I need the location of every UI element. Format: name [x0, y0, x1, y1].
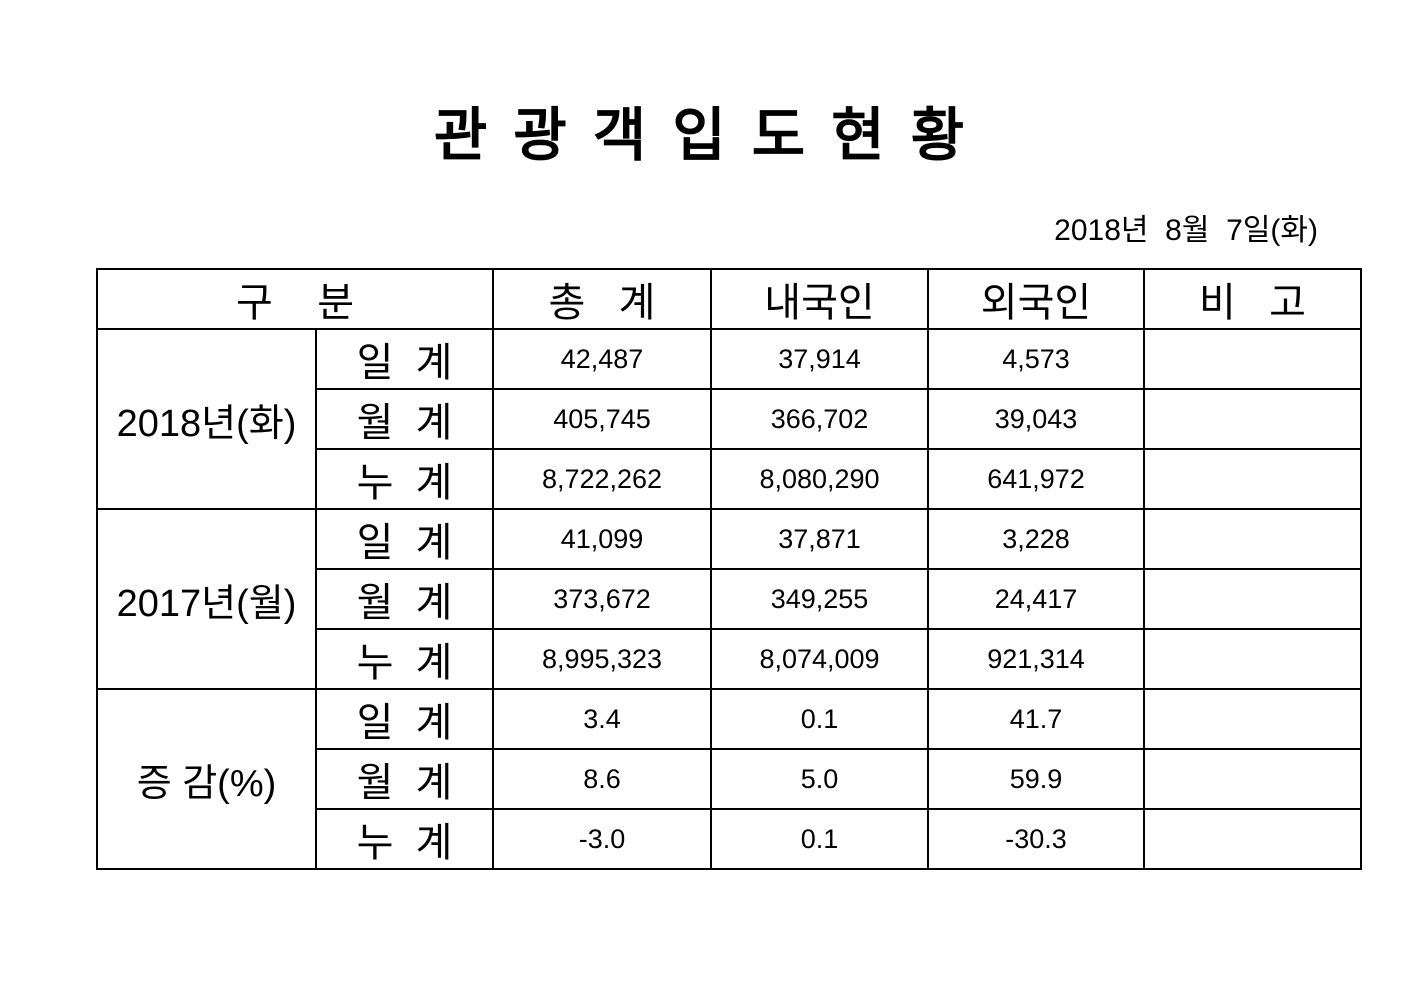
domestic-cell: 5.0 [710, 748, 929, 810]
remarks-cell [1143, 568, 1362, 630]
table-row: 누 계 -3.0 0.1 -30.3 [97, 808, 1362, 870]
domestic-cell: 366,702 [710, 388, 929, 450]
remarks-cell [1143, 388, 1362, 450]
table-row: 2018년(화) 일 계 42,487 37,914 4,573 [96, 328, 1362, 510]
table-row: 월 계 373,672 349,255 24,417 [97, 568, 1362, 630]
table-row: 월 계 405,745 366,702 39,043 [97, 388, 1362, 450]
foreign-cell: -30.3 [927, 808, 1145, 870]
group-label-2017: 2017년(월) [96, 508, 317, 690]
tourist-arrival-table: 구 분 총 계 내국인 외국인 비 고 2018년(화) 일 계 42,487 … [96, 268, 1362, 870]
header-remarks: 비 고 [1143, 268, 1362, 330]
table-row: 월 계 8.6 5.0 59.9 [97, 748, 1362, 810]
row-label-monthly: 월 계 [315, 748, 494, 810]
remarks-cell [1143, 688, 1362, 750]
domestic-cell: 37,914 [710, 328, 929, 390]
total-cell: 3.4 [492, 688, 712, 750]
domestic-cell: 349,255 [710, 568, 929, 630]
total-cell: 41,099 [492, 508, 712, 570]
remarks-cell [1143, 448, 1362, 510]
total-cell: -3.0 [492, 808, 712, 870]
row-label-daily: 일 계 [315, 688, 494, 750]
remarks-cell [1143, 628, 1362, 690]
report-date: 2018년 8월 7일(화) [1054, 214, 1318, 247]
total-cell: 405,745 [492, 388, 712, 450]
table-row: 누 계 8,722,262 8,080,290 641,972 [97, 448, 1362, 510]
remarks-cell [1143, 808, 1362, 870]
table-row: 누 계 8,995,323 8,074,009 921,314 [97, 628, 1362, 690]
domestic-cell: 0.1 [710, 808, 929, 870]
remarks-cell [1143, 748, 1362, 810]
page-title: 관 광 객 입 도 현 황 [433, 103, 970, 168]
foreign-cell: 4,573 [927, 328, 1145, 390]
foreign-cell: 41.7 [927, 688, 1145, 750]
group-label-2018: 2018년(화) [96, 328, 317, 510]
header-foreign: 외국인 [927, 268, 1145, 330]
domestic-cell: 8,080,290 [710, 448, 929, 510]
row-label-monthly: 월 계 [315, 388, 494, 450]
total-cell: 373,672 [492, 568, 712, 630]
foreign-cell: 39,043 [927, 388, 1145, 450]
foreign-cell: 921,314 [927, 628, 1145, 690]
total-cell: 8.6 [492, 748, 712, 810]
table-row: 증 감(%) 일 계 3.4 0.1 41.7 [96, 688, 1362, 870]
foreign-cell: 24,417 [927, 568, 1145, 630]
total-cell: 8,995,323 [492, 628, 712, 690]
domestic-cell: 8,074,009 [710, 628, 929, 690]
header-category: 구 분 [96, 268, 494, 330]
remarks-cell [1143, 328, 1362, 390]
row-label-cumulative: 누 계 [315, 808, 494, 870]
row-label-daily: 일 계 [315, 508, 494, 570]
table-row: 2017년(월) 일 계 41,099 37,871 3,228 [96, 508, 1362, 690]
row-label-cumulative: 누 계 [315, 628, 494, 690]
foreign-cell: 59.9 [927, 748, 1145, 810]
header-total: 총 계 [492, 268, 712, 330]
domestic-cell: 37,871 [710, 508, 929, 570]
total-cell: 42,487 [492, 328, 712, 390]
domestic-cell: 0.1 [710, 688, 929, 750]
foreign-cell: 3,228 [927, 508, 1145, 570]
row-label-cumulative: 누 계 [315, 448, 494, 510]
header-row: 구 분 총 계 내국인 외국인 비 고 [96, 268, 1362, 330]
remarks-cell [1143, 508, 1362, 570]
header-domestic: 내국인 [710, 268, 929, 330]
row-label-monthly: 월 계 [315, 568, 494, 630]
group-label-change-pct: 증 감(%) [96, 688, 317, 870]
foreign-cell: 641,972 [927, 448, 1145, 510]
row-label-daily: 일 계 [315, 328, 494, 390]
total-cell: 8,722,262 [492, 448, 712, 510]
